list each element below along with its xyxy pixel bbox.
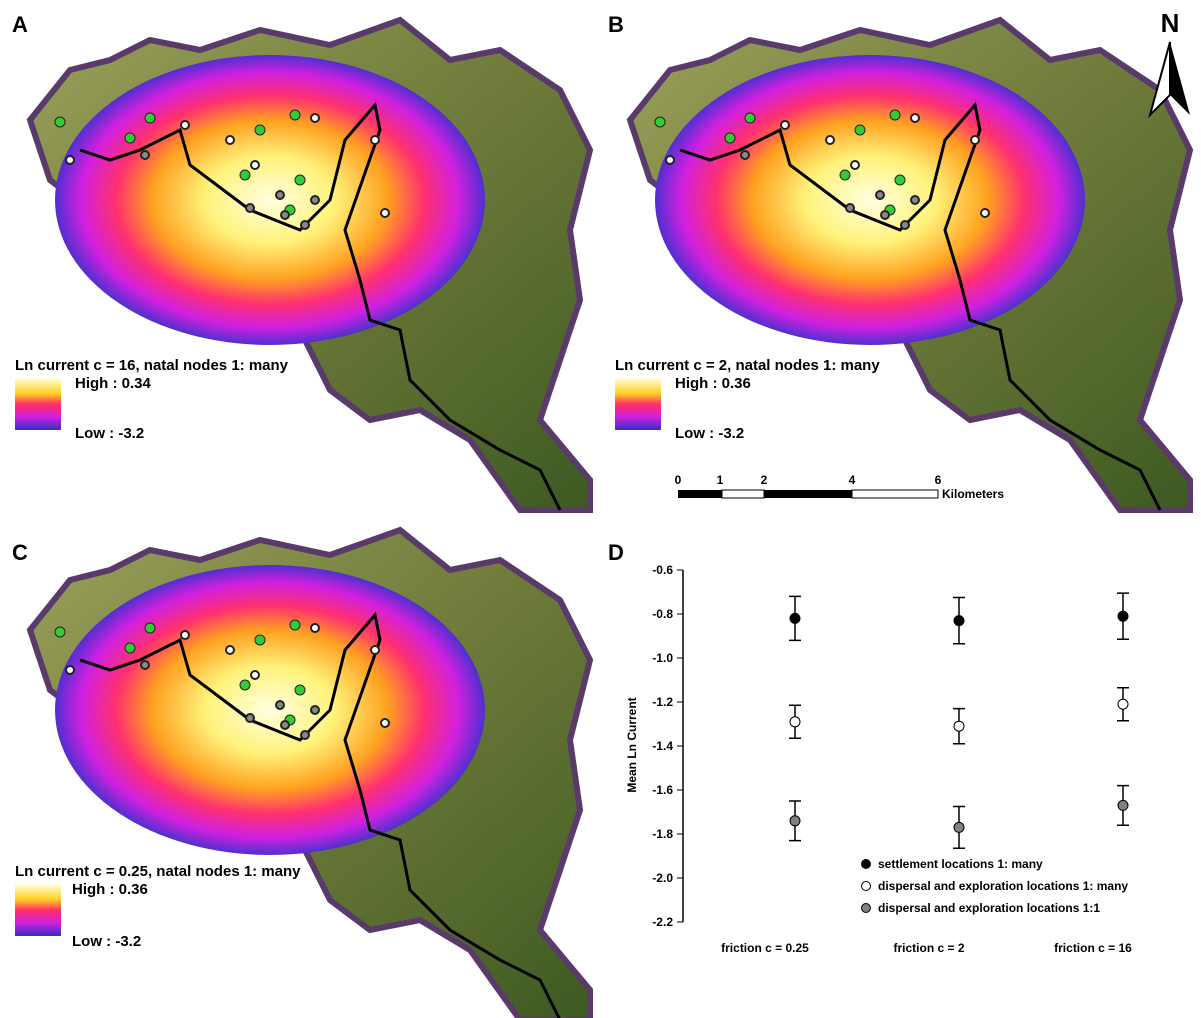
scale-label: 2 [761, 473, 768, 487]
scale-label: 0 [675, 473, 682, 487]
x-tick-label: friction c = 0.25 [721, 941, 809, 955]
legend-label: dispersal and exploration locations 1:1 [878, 901, 1100, 915]
legend-high: High : 0.34 [75, 375, 152, 392]
legend-high: High : 0.36 [72, 881, 148, 898]
panel-letter: D [608, 540, 624, 565]
legend-marker [862, 904, 871, 913]
legend-marker [862, 860, 871, 869]
point [954, 721, 964, 731]
legend-high: High : 0.36 [675, 375, 751, 392]
y-tick-label: -1.4 [652, 739, 673, 753]
legend-low: Low : -3.2 [72, 933, 141, 950]
legend-marker [862, 882, 871, 891]
chart-panel-d: D Mean Ln Current -2.2 -2.0 -1.8 -1.6 -1.4 -1… [608, 540, 1132, 955]
map-panel-b: B Ln current c = 2, natal nodes 1: many … [608, 8, 1190, 510]
color-ramp [15, 378, 61, 430]
panel-letter: A [12, 12, 28, 37]
y-tick-label: -1.2 [652, 695, 673, 709]
point [1118, 699, 1128, 709]
legend-low: Low : -3.2 [675, 425, 744, 442]
legend-low: Low : -3.2 [75, 425, 144, 442]
scale-unit: Kilometers [942, 487, 1004, 501]
north-arrow: N [1150, 8, 1190, 115]
color-ramp [15, 884, 61, 936]
legend-label: settlement locations 1: many [878, 857, 1043, 871]
panel-letter: B [608, 12, 624, 37]
scale-bar: 0 1 2 4 6 Kilometers [675, 473, 1005, 501]
scale-label: 4 [849, 473, 856, 487]
y-tick-label: -0.6 [652, 563, 673, 577]
point [790, 613, 800, 623]
y-tick-label: -0.8 [652, 607, 673, 621]
point [790, 717, 800, 727]
y-tick-label: -1.8 [652, 827, 673, 841]
map-panel-c: C Ln current c = 0.25, natal nodes 1: ma… [12, 530, 590, 1018]
legend-title: Ln current c = 2, natal nodes 1: many [615, 357, 880, 374]
y-axis-label: Mean Ln Current [625, 697, 639, 792]
legend-title: Ln current c = 0.25, natal nodes 1: many [15, 863, 301, 880]
x-tick-label: friction c = 16 [1054, 941, 1132, 955]
legend-title: Ln current c = 16, natal nodes 1: many [15, 357, 289, 374]
north-label: N [1161, 8, 1180, 38]
y-tick-label: -1.6 [652, 783, 673, 797]
point [954, 616, 964, 626]
point [1118, 611, 1128, 621]
scale-label: 6 [935, 473, 942, 487]
y-tick-label: -1.0 [652, 651, 673, 665]
y-tick-label: -2.0 [652, 871, 673, 885]
x-tick-label: friction c = 2 [893, 941, 964, 955]
map-panel-a: A Ln current c = 16, natal nodes 1: many… [12, 12, 590, 510]
point [1118, 800, 1128, 810]
scale-label: 1 [717, 473, 724, 487]
color-ramp [615, 378, 661, 430]
legend-label: dispersal and exploration locations 1: m… [878, 879, 1128, 893]
point [790, 816, 800, 826]
y-tick-label: -2.2 [652, 915, 673, 929]
figure: A Ln current c = 16, natal nodes 1: many… [0, 0, 1201, 1018]
point [954, 822, 964, 832]
panel-letter: C [12, 540, 28, 565]
